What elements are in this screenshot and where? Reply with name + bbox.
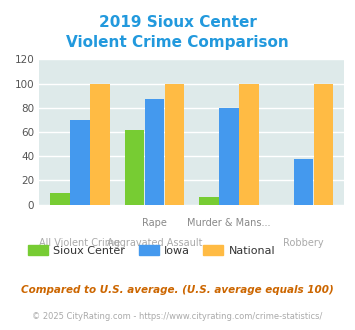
Bar	[239, 83, 259, 205]
Legend: Sioux Center, Iowa, National: Sioux Center, Iowa, National	[23, 241, 280, 260]
Bar	[145, 99, 164, 205]
Bar	[314, 83, 333, 205]
Bar	[219, 108, 239, 205]
Bar	[50, 192, 70, 205]
Bar	[199, 197, 219, 205]
Text: Rape: Rape	[142, 218, 167, 228]
Text: All Violent Crime: All Violent Crime	[39, 238, 121, 248]
Bar	[294, 159, 313, 205]
Text: Murder & Mans...: Murder & Mans...	[187, 218, 271, 228]
Text: Compared to U.S. average. (U.S. average equals 100): Compared to U.S. average. (U.S. average …	[21, 285, 334, 295]
Text: 2019 Sioux Center: 2019 Sioux Center	[99, 15, 256, 30]
Text: Aggravated Assault: Aggravated Assault	[107, 238, 202, 248]
Bar	[91, 83, 110, 205]
Text: © 2025 CityRating.com - https://www.cityrating.com/crime-statistics/: © 2025 CityRating.com - https://www.city…	[32, 312, 323, 321]
Bar	[125, 130, 144, 205]
Bar	[165, 83, 184, 205]
Text: Violent Crime Comparison: Violent Crime Comparison	[66, 35, 289, 50]
Text: Robbery: Robbery	[283, 238, 324, 248]
Bar	[70, 120, 90, 205]
